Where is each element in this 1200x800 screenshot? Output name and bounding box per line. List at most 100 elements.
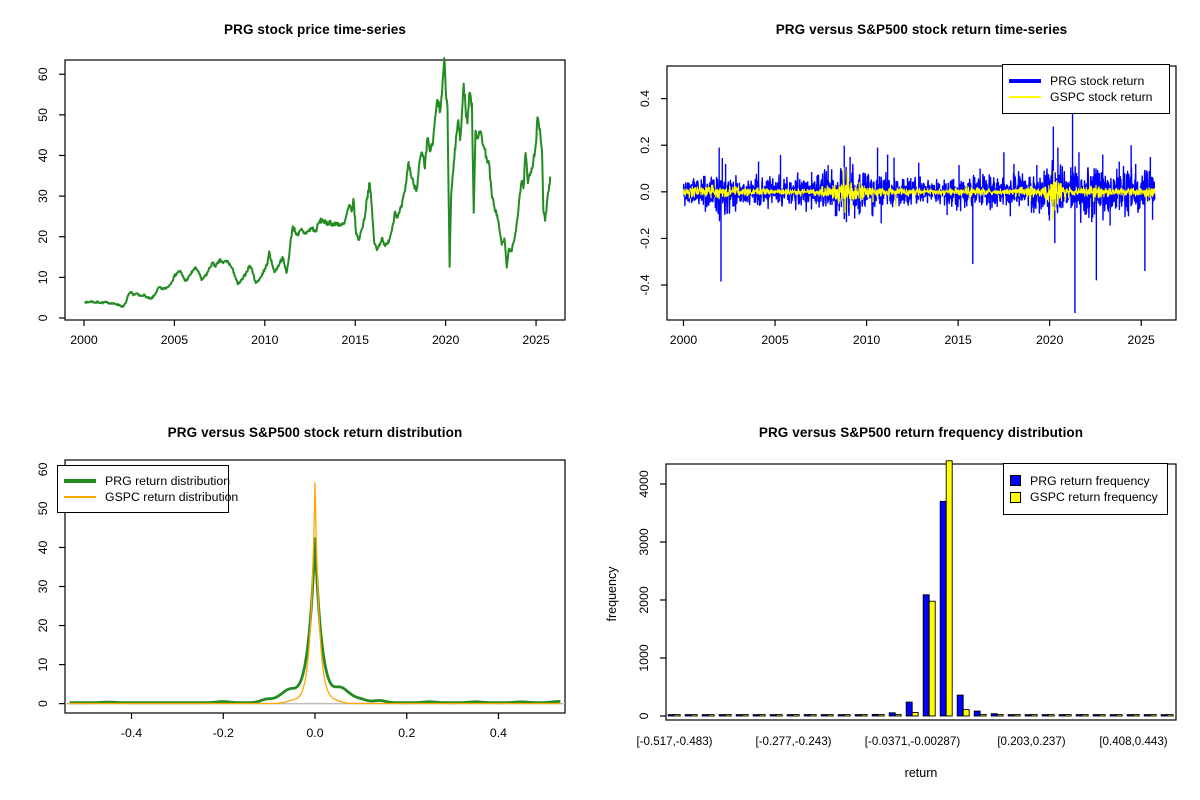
prg-frequency-bar: [990, 713, 998, 717]
gspc-frequency-bar: [792, 714, 800, 717]
prg-frequency-bar: [1092, 714, 1100, 717]
bin-label: [-0.0371,-0.00287): [865, 735, 961, 748]
y-tick-label: 4000: [637, 470, 651, 498]
y-tick-label: 40: [36, 148, 50, 162]
prg-frequency-bar: [922, 594, 930, 717]
prg-frequency-bar: [701, 714, 709, 717]
gspc-frequency-bar: [690, 714, 698, 717]
plot-box: [64, 59, 566, 321]
prg-frequency-bar: [871, 713, 879, 717]
y-tick-label: 0.4: [638, 90, 652, 107]
x-tick-label: 2000: [70, 333, 98, 347]
x-tick-label: 0.4: [490, 726, 507, 740]
gspc-frequency-bar: [707, 714, 715, 717]
x-tick-label: 2015: [342, 333, 370, 347]
prg-frequency-bar: [1160, 714, 1168, 717]
y-tick-label: 30: [36, 189, 50, 203]
x-tick-label: 2000: [670, 333, 698, 347]
gspc-frequency-bar: [1132, 714, 1140, 717]
plot-box: [665, 463, 1177, 721]
prg-frequency-bar: [684, 714, 692, 717]
legend-row: GSPC return distribution: [64, 491, 238, 503]
legend-label: PRG stock return: [1050, 73, 1145, 88]
prg-return-line-swatch: [1009, 78, 1041, 83]
legend-row: GSPC return frequency: [1010, 491, 1161, 503]
gspc-frequency-bar: [741, 714, 749, 717]
gspc-return-series: [682, 177, 1156, 205]
x-tick-label: 2005: [761, 333, 789, 347]
prg-frequency-bar: [1109, 714, 1117, 717]
prg-frequency-bar: [1143, 714, 1151, 717]
density-plot-title: PRG versus S&P500 stock return distribut…: [167, 425, 463, 440]
y-tick-label: 10: [36, 270, 50, 284]
y-tick-label: 60: [36, 462, 50, 476]
y-tick-label: 2000: [637, 586, 651, 614]
gspc-frequency-bar: [945, 460, 953, 717]
bin-label: [0.203,0.237): [997, 735, 1065, 748]
x-tick-label: 2010: [251, 333, 279, 347]
plot-box: [666, 65, 1177, 321]
prg-frequency-bar: [786, 714, 794, 717]
gspc-frequency-bar: [962, 709, 970, 717]
gspc-frequency-bar: [1081, 714, 1089, 717]
gspc-frequency-bar: [1064, 714, 1072, 717]
histogram-ylabel: frequency: [605, 566, 619, 622]
returns-legend: PRG stock return GSPC stock return: [1002, 64, 1170, 114]
y-tick-label: 0.0: [638, 183, 652, 200]
returns-plot-title: PRG versus S&P500 stock return time-seri…: [775, 22, 1068, 37]
gspc-frequency-bar: [1047, 714, 1055, 717]
gspc-frequency-bar: [1030, 714, 1038, 717]
gspc-frequency-bar: [1098, 714, 1106, 717]
prg-frequency-bar: [905, 701, 913, 717]
legend-label: GSPC return distribution: [105, 490, 239, 504]
x-tick-label: 2010: [853, 333, 881, 347]
y-tick-label: 20: [36, 230, 50, 244]
prg-frequency-bar: [667, 714, 675, 717]
gspc-frequency-bar: [979, 714, 987, 717]
prg-frequency-bar: [939, 500, 947, 717]
histogram-plot-title: PRG versus S&P500 return frequency distr…: [758, 425, 1084, 440]
gspc-frequency-bar: [996, 714, 1004, 717]
legend-label: GSPC return frequency: [1030, 490, 1158, 504]
prg-frequency-bar: [718, 714, 726, 717]
legend-row: PRG stock return: [1009, 73, 1163, 88]
price-series-line: [84, 57, 552, 308]
x-tick-label: 0.0: [306, 726, 323, 740]
gspc-frequency-bar: [1013, 714, 1021, 717]
prg-frequency-bar: [956, 694, 964, 717]
price-plot-title: PRG stock price time-series: [223, 22, 407, 37]
prg-frequency-bar: [837, 714, 845, 717]
gspc-frequency-bar: [843, 714, 851, 717]
gspc-frequency-bar: [877, 714, 885, 717]
prg-frequency-bar: [769, 714, 777, 717]
x-tick-label: -0.2: [213, 726, 234, 740]
histogram-legend: PRG return frequency GSPC return frequen…: [1003, 463, 1168, 515]
returns-plot: 2000 2005 2010 2015 2020 2025 -0.4 -0.2 0.0 0.2 0.…: [638, 65, 1177, 347]
y-tick-label: 1000: [637, 644, 651, 672]
y-tick-label: -0.2: [638, 228, 652, 249]
x-tick-label: 2015: [944, 333, 972, 347]
prg-frequency-bar: [1041, 714, 1049, 717]
prg-frequency-bar: [803, 714, 811, 717]
prg-density-curve: [69, 537, 561, 705]
legend-label: PRG return distribution: [105, 473, 231, 488]
bin-label: [-0.517,-0.483): [636, 735, 712, 748]
gspc-frequency-bar: [928, 600, 936, 717]
prg-frequency-bar: [1007, 714, 1015, 717]
price-plot: 2000 2005 2010 2015 2020 2025 0 10 20 30 40 50 60: [36, 57, 566, 347]
legend-row: GSPC stock return: [1009, 91, 1163, 103]
y-tick-label: 0: [36, 314, 50, 321]
gspc-frequency-bar: [1149, 714, 1157, 717]
y-tick-label: 60: [36, 67, 50, 81]
gspc-frequency-bar: [1115, 714, 1123, 717]
y-tick-label: 50: [36, 501, 50, 515]
histogram-xlabel: return: [904, 766, 938, 780]
gspc-frequency-bar: [724, 714, 732, 717]
y-tick-label: 30: [36, 580, 50, 594]
prg-frequency-bar: [1024, 714, 1032, 717]
gspc-frequency-bar: [673, 714, 681, 717]
prg-frequency-bar: [820, 714, 828, 717]
legend-label: GSPC stock return: [1050, 90, 1153, 104]
prg-frequency-bar: [854, 714, 862, 717]
